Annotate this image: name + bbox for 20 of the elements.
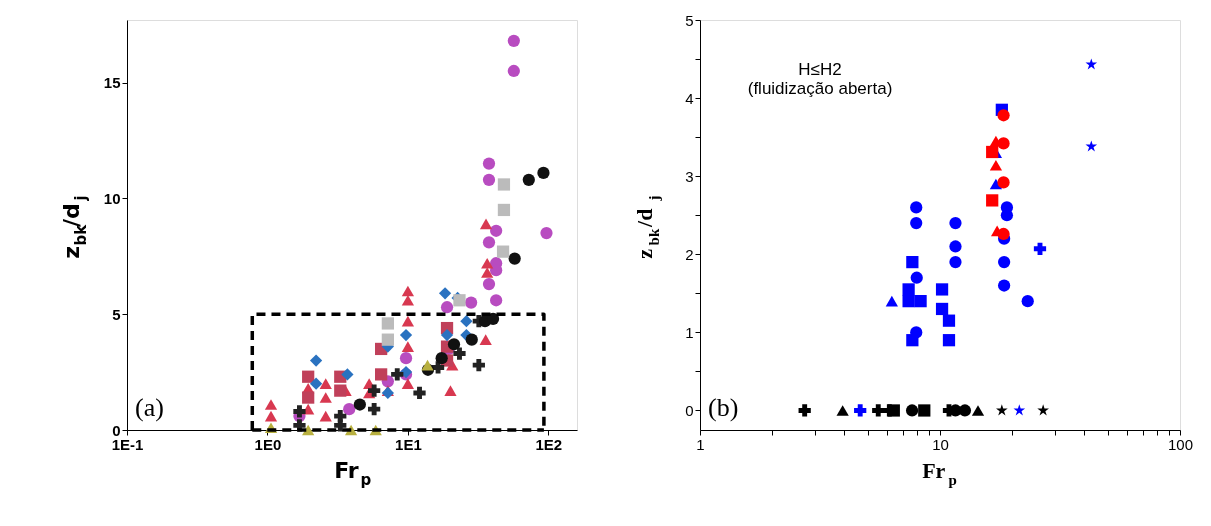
annotation: (a) <box>135 393 164 422</box>
y-tick-label: 5 <box>685 11 694 29</box>
y-tick-label: 0 <box>685 401 694 419</box>
x-tick-label: 100 <box>1167 435 1194 453</box>
y-axis-title: zbk/dj <box>632 195 662 259</box>
x-tick-label: 1E1 <box>395 435 422 453</box>
y-tick-label: 2 <box>685 245 694 263</box>
x-tick-label: 1 <box>696 435 705 453</box>
y-tick-label: 5 <box>112 305 121 323</box>
y-tick-label: 3 <box>685 167 694 185</box>
y-tick-label: 1 <box>685 323 694 341</box>
y-tick-label: 4 <box>685 89 694 107</box>
y-tick-label: 15 <box>103 74 121 92</box>
annotation: H≤H2 (fluidização aberta) <box>747 60 893 98</box>
y-tick-label: 10 <box>103 189 121 207</box>
x-tick-label: 1E0 <box>254 435 282 453</box>
x-tick-label: 10 <box>932 435 949 453</box>
annotation: (b) <box>708 393 739 422</box>
y-axis-title: zbk/dj <box>59 195 90 259</box>
x-tick-label: 1E2 <box>535 435 563 453</box>
